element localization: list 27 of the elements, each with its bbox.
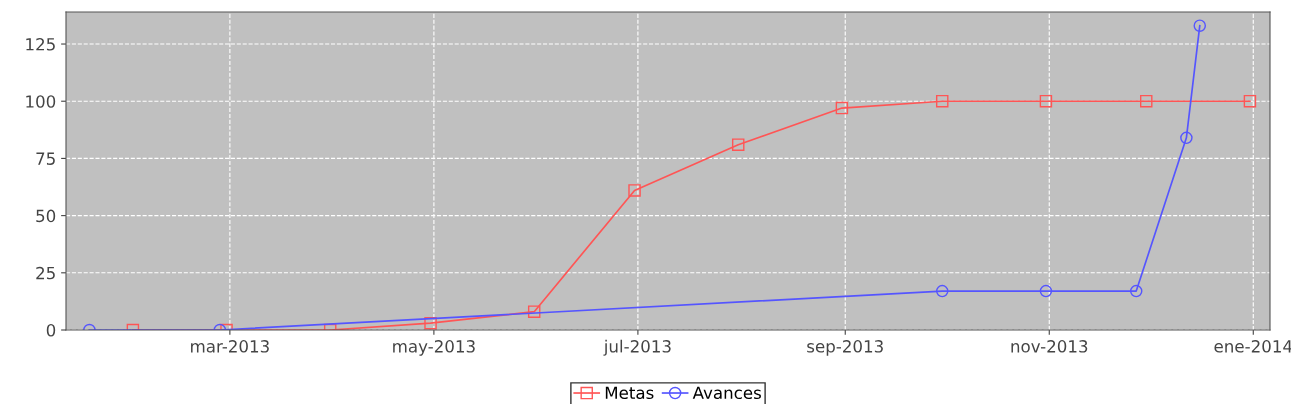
y-tick-label: 0 bbox=[46, 323, 56, 337]
x-tick-label: sep-2013 bbox=[807, 340, 883, 356]
point bbox=[628, 184, 641, 197]
point bbox=[1193, 19, 1207, 32]
point bbox=[527, 305, 541, 318]
point bbox=[1039, 284, 1053, 298]
point bbox=[731, 138, 745, 151]
point bbox=[1129, 284, 1143, 298]
x-tick-label: nov-2013 bbox=[1011, 340, 1088, 353]
point bbox=[1243, 94, 1257, 108]
legend-label: Avances bbox=[692, 386, 761, 400]
y-tick-label: 100 bbox=[26, 95, 56, 108]
point bbox=[935, 284, 949, 298]
point bbox=[424, 316, 437, 330]
x-tick-label: jul-2013 bbox=[603, 339, 671, 356]
point bbox=[1039, 94, 1053, 108]
point bbox=[1140, 94, 1153, 108]
point bbox=[1180, 131, 1193, 145]
y-tick-label: 75 bbox=[36, 152, 55, 165]
x-tick-label: mar-2013 bbox=[191, 340, 269, 353]
legend-label: Metas bbox=[605, 386, 654, 400]
point bbox=[835, 101, 849, 115]
y-tick-label: 25 bbox=[36, 266, 55, 280]
y-tick-label: 125 bbox=[26, 37, 55, 51]
x-tick-label: may-2013 bbox=[393, 340, 475, 356]
point bbox=[935, 94, 949, 108]
y-tick-label: 50 bbox=[36, 209, 56, 223]
